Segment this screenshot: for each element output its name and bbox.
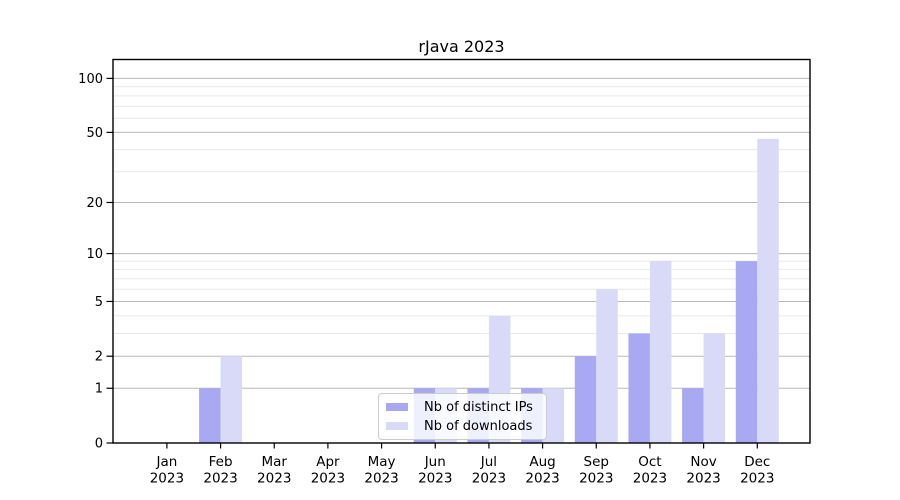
x-tick-label-year-sep: 2023	[579, 471, 613, 487]
legend-swatch-downloads	[386, 422, 408, 430]
bar-nov-distinct-ips	[682, 388, 704, 443]
x-tick-label-month-apr: Apr	[316, 454, 340, 470]
x-tick-label-year-jan: 2023	[150, 471, 184, 487]
x-tick-label-year-nov: 2023	[686, 471, 720, 487]
y-tick-label-10: 10	[86, 247, 103, 262]
x-tick-label-year-oct: 2023	[633, 471, 667, 487]
x-tick-label-month-nov: Nov	[690, 454, 716, 470]
y-tick-label-1: 1	[95, 382, 103, 397]
x-tick-label-month-oct: Oct	[638, 454, 661, 470]
bar-sep-distinct-ips	[574, 356, 597, 443]
legend: Nb of distinct IPs Nb of downloads	[378, 393, 547, 440]
bar-oct-distinct-ips	[628, 333, 650, 443]
y-tick-label-0: 0	[95, 437, 103, 452]
x-tick-label-month-may: May	[368, 454, 396, 470]
x-tick-label-year-jul: 2023	[472, 471, 506, 487]
y-tick-label-2: 2	[95, 350, 103, 365]
x-tick-label-month-jun: Jun	[424, 454, 446, 470]
chart-title: rJava 2023	[418, 37, 505, 56]
x-tick-label-year-dec: 2023	[740, 471, 774, 487]
bar-dec-downloads	[757, 138, 779, 444]
plot-border	[112, 58, 811, 444]
x-tick-label-month-jul: Jul	[480, 454, 497, 470]
y-tick-label-50: 50	[86, 126, 103, 141]
y-tick-label-100: 100	[78, 72, 103, 87]
x-tick-label-month-feb: Feb	[209, 454, 233, 470]
legend-swatch-distinct-ips	[386, 403, 408, 411]
x-tick-label-year-jun: 2023	[418, 471, 452, 487]
x-tick-label-year-aug: 2023	[525, 471, 559, 487]
bar-nov-downloads	[703, 333, 726, 443]
bar-feb-downloads	[220, 356, 243, 443]
bar-feb-distinct-ips	[199, 388, 221, 443]
x-tick-label-month-dec: Dec	[744, 454, 770, 470]
x-tick-label-year-apr: 2023	[311, 471, 345, 487]
x-tick-label-month-mar: Mar	[261, 454, 287, 470]
x-tick-label-year-may: 2023	[364, 471, 398, 487]
bar-aug-downloads	[542, 388, 565, 443]
bar-dec-distinct-ips	[735, 261, 758, 443]
x-tick-label-month-aug: Aug	[529, 454, 555, 470]
legend-item-distinct-ips: Nb of distinct IPs	[386, 400, 538, 415]
y-tick-label-5: 5	[95, 295, 103, 310]
x-tick-label-year-feb: 2023	[203, 471, 237, 487]
x-tick-label-year-mar: 2023	[257, 471, 291, 487]
legend-label-distinct-ips: Nb of distinct IPs	[424, 399, 533, 415]
x-tick-label-month-jan: Jan	[155, 454, 177, 470]
bar-sep-downloads	[596, 289, 618, 443]
x-tick-label-month-sep: Sep	[584, 454, 609, 470]
y-tick-label-20: 20	[86, 196, 103, 211]
legend-item-downloads: Nb of downloads	[386, 419, 538, 434]
bar-oct-downloads	[649, 261, 672, 443]
legend-label-downloads: Nb of downloads	[424, 418, 533, 434]
